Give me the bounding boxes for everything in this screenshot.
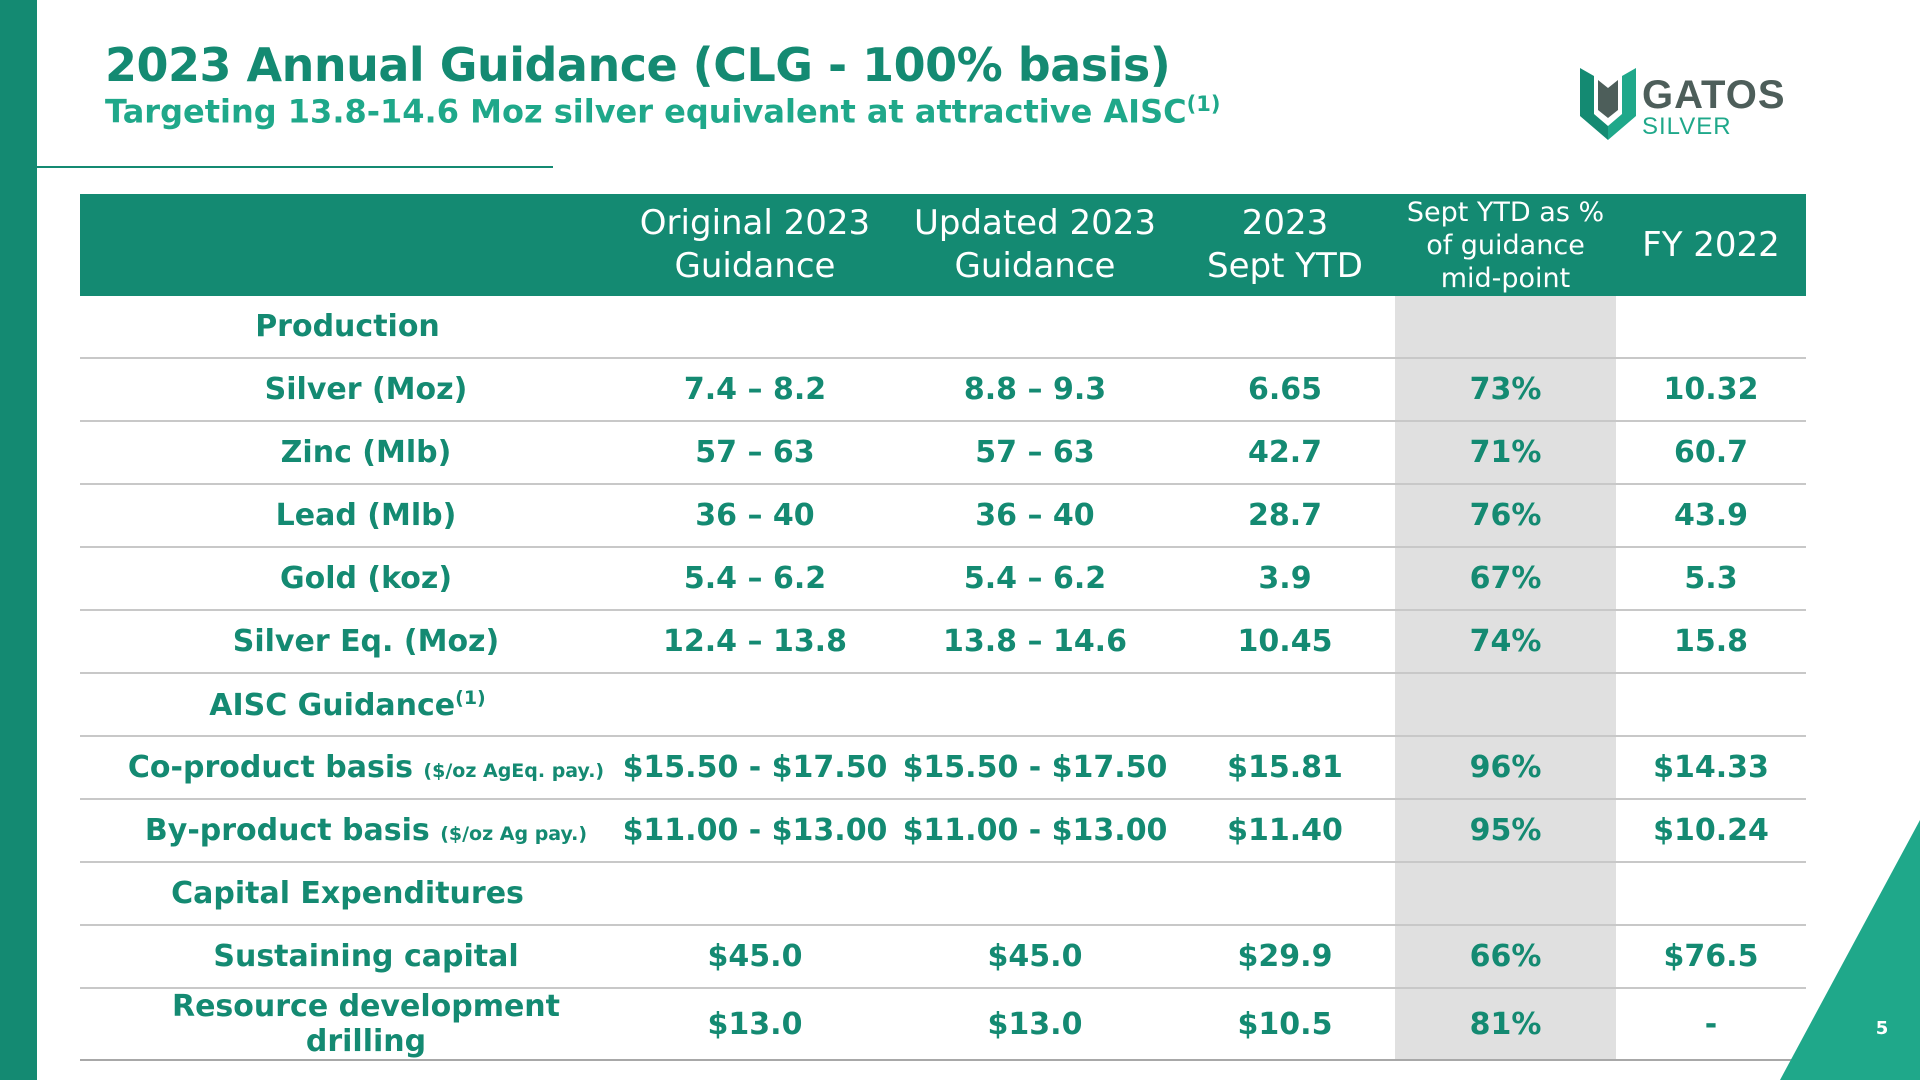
cell-original: $13.0 — [615, 988, 895, 1061]
aisc-footnote: (1) — [455, 686, 486, 709]
row-label: Resource development drilling — [80, 988, 615, 1061]
row-label: Zinc (Mlb) — [80, 421, 615, 485]
table-row-silver: Silver (Moz) 7.4 – 8.2 8.8 – 9.3 6.65 73… — [80, 358, 1806, 422]
cell-pct: 71% — [1395, 421, 1616, 485]
cell-updated: $45.0 — [895, 925, 1175, 989]
cell-fy2022: 60.7 — [1616, 421, 1806, 485]
section-label: AISC Guidance(1) — [80, 673, 615, 737]
row-unit: ($/oz AgEq. pay.) — [423, 760, 605, 782]
cell-ytd: 3.9 — [1175, 547, 1395, 611]
table-row-silver-eq: Silver Eq. (Moz) 12.4 – 13.8 13.8 – 14.6… — [80, 610, 1806, 674]
header-empty — [80, 194, 615, 296]
cell-updated: $11.00 - $13.00 — [895, 799, 1175, 863]
section-label: Capital Expenditures — [80, 862, 615, 926]
gatos-silver-logo: GATOS SILVER — [1580, 68, 1786, 140]
row-label: Co-product basis ($/oz AgEq. pay.) — [80, 736, 615, 800]
header-fy-2022: FY 2022 — [1616, 194, 1806, 296]
cell-updated: 8.8 – 9.3 — [895, 358, 1175, 422]
cell-updated: $13.0 — [895, 988, 1175, 1061]
cell-fy2022: $14.33 — [1616, 736, 1806, 800]
corner-accent-triangle — [1780, 820, 1920, 1080]
cell-fy2022: 10.32 — [1616, 358, 1806, 422]
cell-ytd: 42.7 — [1175, 421, 1395, 485]
table-row-by-product: By-product basis ($/oz Ag pay.) $11.00 -… — [80, 799, 1806, 863]
table-header-row: Original 2023 Guidance Updated 2023 Guidan… — [80, 194, 1806, 296]
header-ytd-pct-of-guidance: Sept YTD as % of guidance mid-point — [1395, 194, 1616, 296]
header-original-guidance: Original 2023 Guidance — [615, 194, 895, 296]
table-row-resource-drilling: Resource development drilling $13.0 $13.… — [80, 988, 1806, 1061]
cell-ytd: 10.45 — [1175, 610, 1395, 674]
cell-ytd: 6.65 — [1175, 358, 1395, 422]
cell-pct: 76% — [1395, 484, 1616, 548]
cell-pct: 95% — [1395, 799, 1616, 863]
cell-original: 5.4 – 6.2 — [615, 547, 895, 611]
cell-pct: 67% — [1395, 547, 1616, 611]
logo-wordmark: GATOS — [1642, 73, 1786, 117]
cell-original: 7.4 – 8.2 — [615, 358, 895, 422]
cell-fy2022: 5.3 — [1616, 547, 1806, 611]
table-row-gold: Gold (koz) 5.4 – 6.2 5.4 – 6.2 3.9 67% 5… — [80, 547, 1806, 611]
left-accent-bar — [0, 0, 37, 1080]
header-sept-ytd: 2023 Sept YTD — [1175, 194, 1395, 296]
page-title: 2023 Annual Guidance (CLG - 100% basis) — [105, 38, 1171, 92]
row-label: Lead (Mlb) — [80, 484, 615, 548]
table-row-zinc: Zinc (Mlb) 57 – 63 57 – 63 42.7 71% 60.7 — [80, 421, 1806, 485]
title-underline — [37, 166, 553, 168]
logo-subword: SILVER — [1642, 113, 1732, 140]
cell-ytd: $11.40 — [1175, 799, 1395, 863]
cell-ytd: $10.5 — [1175, 988, 1395, 1061]
cell-original: 36 – 40 — [615, 484, 895, 548]
cell-original: $45.0 — [615, 925, 895, 989]
cell-pct: 73% — [1395, 358, 1616, 422]
cell-fy2022: $76.5 — [1616, 925, 1806, 989]
cell-original: 57 – 63 — [615, 421, 895, 485]
cell-updated: 13.8 – 14.6 — [895, 610, 1175, 674]
cell-original: $15.50 - $17.50 — [615, 736, 895, 800]
header-updated-guidance: Updated 2023 Guidance — [895, 194, 1175, 296]
cell-ytd: 28.7 — [1175, 484, 1395, 548]
section-row-aisc: AISC Guidance(1) — [80, 673, 1806, 737]
cell-pct: 96% — [1395, 736, 1616, 800]
guidance-table: Original 2023 Guidance Updated 2023 Guidan… — [80, 194, 1806, 1061]
cell-updated: 36 – 40 — [895, 484, 1175, 548]
table-row-lead: Lead (Mlb) 36 – 40 36 – 40 28.7 76% 43.9 — [80, 484, 1806, 548]
cell-original: $11.00 - $13.00 — [615, 799, 895, 863]
row-label: Sustaining capital — [80, 925, 615, 989]
cell-ytd: $29.9 — [1175, 925, 1395, 989]
cell-fy2022: 43.9 — [1616, 484, 1806, 548]
subtitle-footnote: (1) — [1186, 92, 1221, 116]
row-label: Silver (Moz) — [80, 358, 615, 422]
row-label: Gold (koz) — [80, 547, 615, 611]
cell-fy2022: - — [1616, 988, 1806, 1061]
cell-fy2022: 15.8 — [1616, 610, 1806, 674]
cell-ytd: $15.81 — [1175, 736, 1395, 800]
section-row-production: Production — [80, 296, 1806, 359]
table-row-sustaining-capital: Sustaining capital $45.0 $45.0 $29.9 66%… — [80, 925, 1806, 989]
page-subtitle: Targeting 13.8-14.6 Moz silver equivalen… — [105, 92, 1220, 131]
section-label: Production — [80, 296, 615, 359]
cell-updated: 5.4 – 6.2 — [895, 547, 1175, 611]
cell-updated: 57 – 63 — [895, 421, 1175, 485]
cell-pct: 81% — [1395, 988, 1616, 1061]
row-label: By-product basis ($/oz Ag pay.) — [80, 799, 615, 863]
cell-fy2022: $10.24 — [1616, 799, 1806, 863]
table-row-co-product: Co-product basis ($/oz AgEq. pay.) $15.5… — [80, 736, 1806, 800]
section-row-capex: Capital Expenditures — [80, 862, 1806, 926]
cell-pct: 74% — [1395, 610, 1616, 674]
row-unit: ($/oz Ag pay.) — [440, 823, 588, 845]
cell-original: 12.4 – 13.8 — [615, 610, 895, 674]
row-label: Silver Eq. (Moz) — [80, 610, 615, 674]
page-number: 5 — [1875, 1018, 1889, 1039]
subtitle-text: Targeting 13.8-14.6 Moz silver equivalen… — [105, 92, 1187, 131]
cell-pct: 66% — [1395, 925, 1616, 989]
cell-updated: $15.50 - $17.50 — [895, 736, 1175, 800]
